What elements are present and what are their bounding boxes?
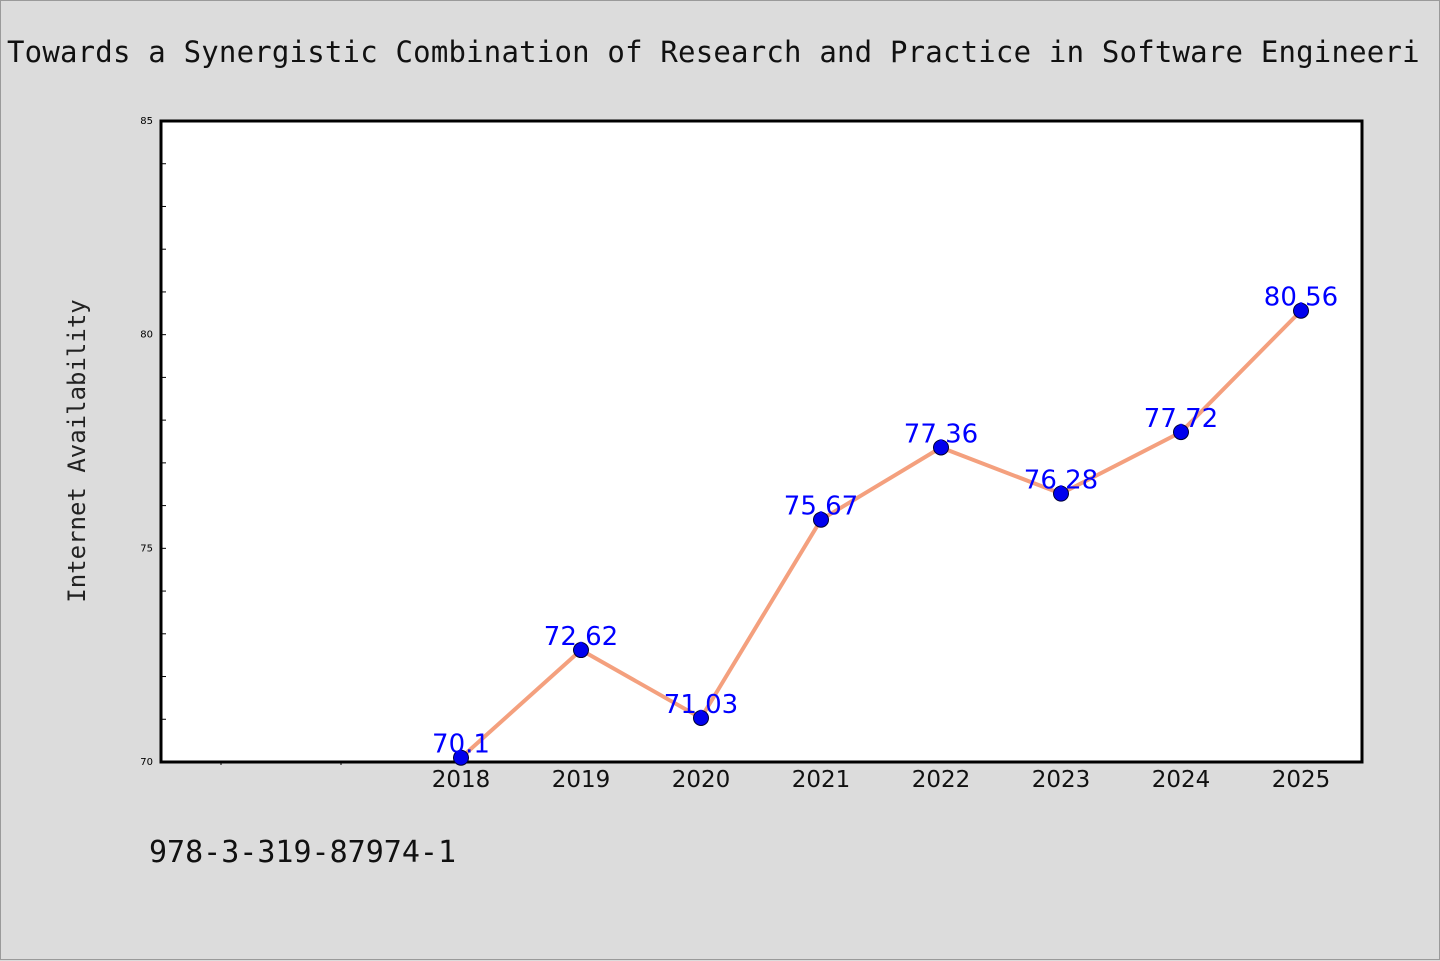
y-axis-minor-ticks [160,163,166,720]
data-label: 71.03 [664,690,738,720]
x-tick-label: 2021 [792,767,851,793]
data-label: 80.56 [1264,283,1338,313]
data-point [1293,302,1309,319]
x-axis-tick-labels: 2018 2019 2020 2021 2022 2023 2024 2025 [432,767,1331,793]
x-tick-label: 2024 [1152,767,1211,793]
y-tick-label: 70 [140,757,153,768]
data-label: 72.62 [544,622,618,652]
isbn-text: 978-3-319-87974-1 [149,835,457,870]
data-label: 77.72 [1144,404,1218,434]
data-point [573,642,589,659]
x-axis-minor-ticks [220,761,342,765]
plot-area [159,119,1364,764]
data-point [1053,485,1069,502]
data-label: 70.1 [432,730,490,760]
chart-title: Towards a Synergistic Combination of Res… [7,35,1420,69]
series-line [459,308,1303,760]
data-point [813,511,829,528]
data-label: 75.67 [784,492,858,522]
data-label: 76.28 [1024,466,1098,496]
data-label: 77.36 [904,419,978,449]
data-point [1173,424,1189,441]
x-tick-label: 2018 [432,767,491,793]
y-tick-label: 80 [140,330,153,341]
data-label-layer: 70.1 72.62 71.03 75.67 77.36 76.28 77.72 80.56 [432,283,1338,760]
y-tick-label: 75 [140,543,153,554]
y-axis-tick-labels: 70 75 80 85 [140,116,153,768]
x-tick-label: 2019 [552,767,611,793]
x-tick-label: 2025 [1272,767,1331,793]
y-tick-label: 85 [140,116,153,127]
x-tick-label: 2020 [672,767,731,793]
x-tick-label: 2022 [912,767,971,793]
data-point [693,709,709,726]
x-tick-label: 2023 [1032,767,1091,793]
data-point [933,439,949,456]
y-axis-label: Internet Availability [63,299,91,602]
series-layer [453,302,1309,766]
data-point [453,749,469,766]
